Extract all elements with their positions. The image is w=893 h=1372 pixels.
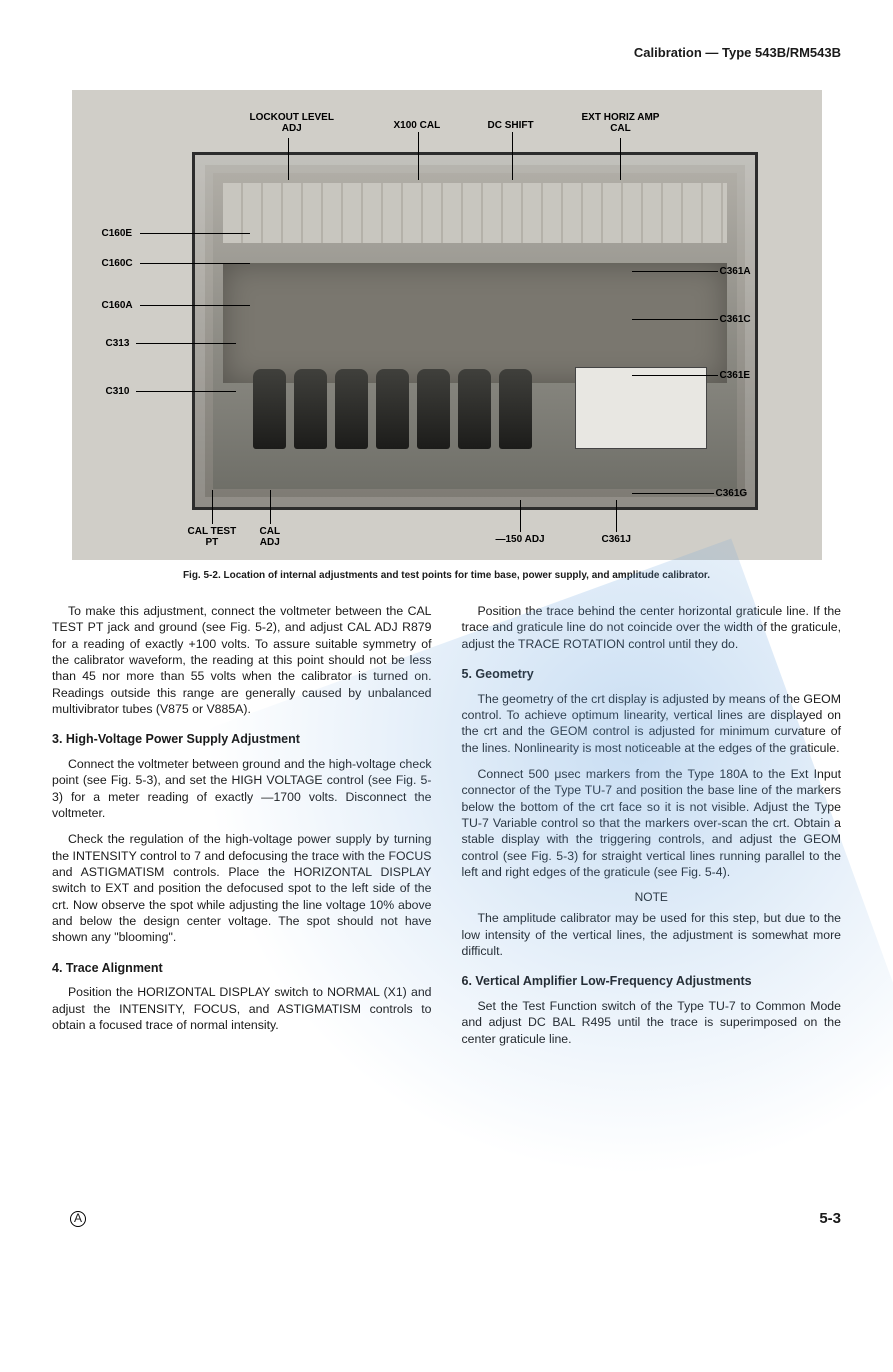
label-cal-test-pt: CAL TESTPT xyxy=(188,526,237,548)
oscilloscope-chassis xyxy=(192,152,758,510)
figure-image: LOCKOUT LEVELADJ X100 CAL DC SHIFT EXT H… xyxy=(72,90,822,560)
para: Check the regulation of the high-voltage… xyxy=(52,831,432,945)
label-c160c: C160C xyxy=(102,258,133,269)
column-right: Position the trace behind the center hor… xyxy=(462,603,842,1057)
body-columns: To make this adjustment, connect the vol… xyxy=(52,603,841,1057)
corner-mark: A xyxy=(70,1211,86,1227)
para: Connect the voltmeter between ground and… xyxy=(52,756,432,821)
page-number: 5-3 xyxy=(819,1210,841,1227)
running-head: Calibration — Type 543B/RM543B xyxy=(52,45,841,60)
heading-hv-adjust: 3. High-Voltage Power Supply Adjustment xyxy=(52,731,432,748)
heading-trace-align: 4. Trace Alignment xyxy=(52,960,432,977)
note-heading: NOTE xyxy=(462,890,842,906)
para: Connect 500 μsec markers from the Type 1… xyxy=(462,766,842,880)
label-c313: C313 xyxy=(106,338,130,349)
label-dc-shift: DC SHIFT xyxy=(488,120,534,131)
label-c361j: C361J xyxy=(602,534,631,545)
label-lockout-level: LOCKOUT LEVELADJ xyxy=(250,112,334,134)
heading-geometry: 5. Geometry xyxy=(462,666,842,683)
label-ext-horiz: EXT HORIZ AMPCAL xyxy=(582,112,660,134)
label-c160a: C160A xyxy=(102,300,133,311)
para: Set the Test Function switch of the Type… xyxy=(462,998,842,1047)
label-c160e: C160E xyxy=(102,228,133,239)
column-left: To make this adjustment, connect the vol… xyxy=(52,603,432,1057)
para: To make this adjustment, connect the vol… xyxy=(52,603,432,717)
label-c361a: C361A xyxy=(720,266,751,277)
heading-vert-amp: 6. Vertical Amplifier Low-Frequency Adju… xyxy=(462,973,842,990)
label-cal-adj: CALADJ xyxy=(260,526,281,548)
para: Position the trace behind the center hor… xyxy=(462,603,842,652)
note-body: The amplitude calibrator may be used for… xyxy=(462,910,842,959)
label-150-adj: —150 ADJ xyxy=(496,534,545,545)
para: Position the HORIZONTAL DISPLAY switch t… xyxy=(52,984,432,1033)
para: The geometry of the crt display is adjus… xyxy=(462,691,842,756)
figure-5-2: LOCKOUT LEVELADJ X100 CAL DC SHIFT EXT H… xyxy=(72,90,822,581)
label-c361c: C361C xyxy=(720,314,751,325)
label-x100-cal: X100 CAL xyxy=(394,120,441,131)
label-c361g: C361G xyxy=(716,488,748,499)
figure-caption: Fig. 5-2. Location of internal adjustmen… xyxy=(72,570,822,581)
label-c310: C310 xyxy=(106,386,130,397)
label-c361e: C361E xyxy=(720,370,751,381)
